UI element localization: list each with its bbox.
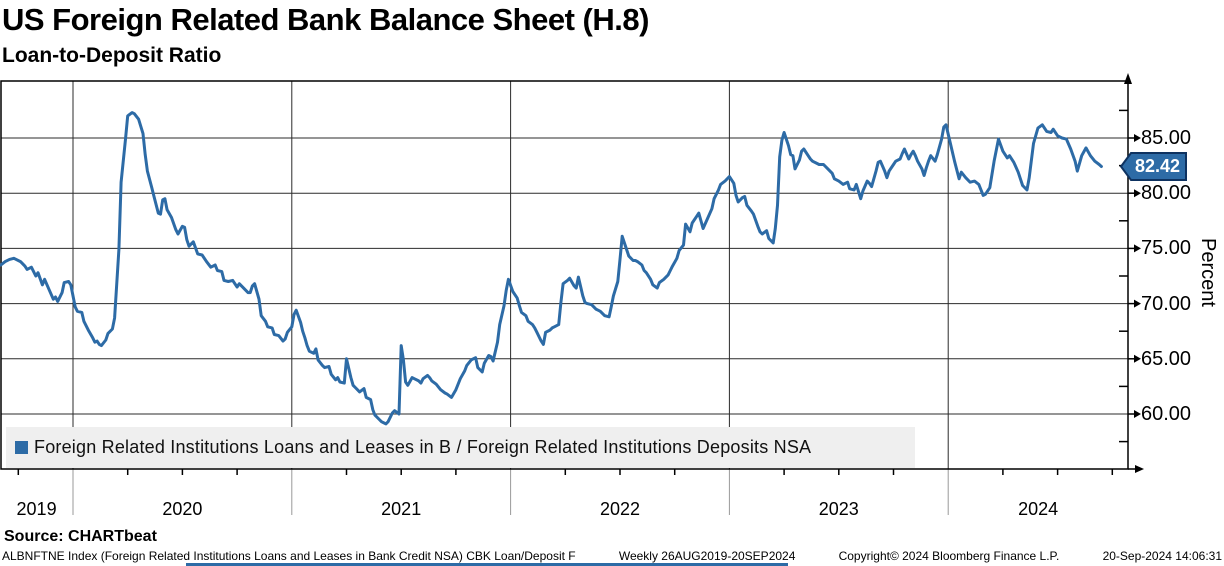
x-tick-label: 2022 [599, 499, 641, 519]
footer-meta: ALBNFTNE Index (Foreign Related Institut… [2, 549, 1222, 563]
y-tick-arrow-icon [1134, 354, 1141, 363]
footer-timestamp: 20-Sep-2024 14:06:31 [1102, 549, 1222, 563]
y-tick-label: 70.00 [1141, 292, 1192, 315]
x-axis-arrow-icon [1135, 465, 1144, 473]
last-value-tag-shape [1119, 151, 1187, 181]
chart-subtitle: Loan-to-Deposit Ratio [2, 44, 222, 67]
x-tick-label: 2019 [16, 499, 57, 519]
x-tick-label: 2023 [818, 499, 859, 519]
y-tick-arrow-icon [1134, 410, 1141, 418]
y-tick-arrow-icon [1134, 299, 1141, 308]
y-tick-label: 80.00 [1141, 182, 1192, 205]
series-line [0, 111, 1103, 426]
y-tick-arrow-icon [1134, 134, 1141, 142]
y-tick-arrow-icon [1134, 244, 1141, 253]
y-axis-arrow-icon [1124, 73, 1132, 84]
footer-copyright: Copyright© 2024 Bloomberg Finance L.P. [838, 549, 1060, 563]
y-tick-label: 60.00 [1141, 403, 1192, 425]
y-tick-arrow-icon [1134, 189, 1141, 198]
footer-instrument: ALBNFTNE Index (Foreign Related Institut… [2, 549, 576, 563]
y-tick-label: 85.00 [1141, 127, 1192, 149]
legend-label: Foreign Related Institutions Loans and L… [34, 437, 812, 457]
bottom-accent-bar [186, 563, 788, 566]
x-tick-label: 2024 [1018, 499, 1059, 519]
source-caption: Source: CHARTbeat [4, 528, 157, 545]
x-tick-label: 2020 [162, 499, 203, 519]
footer-period: Weekly 26AUG2019-20SEP2024 [618, 549, 796, 563]
y-axis-title: Percent [1197, 238, 1219, 307]
x-tick-label: 2021 [381, 499, 422, 519]
legend-swatch-icon [15, 441, 28, 454]
last-value-tag: 82.42 [1134, 156, 1181, 177]
y-tick-label: 65.00 [1141, 347, 1192, 370]
plot-border [0, 80, 1129, 470]
legend: Foreign Related Institutions Loans and L… [6, 427, 915, 468]
y-tick-label: 75.00 [1141, 237, 1192, 260]
page-title: US Foreign Related Bank Balance Sheet (H… [2, 2, 649, 37]
